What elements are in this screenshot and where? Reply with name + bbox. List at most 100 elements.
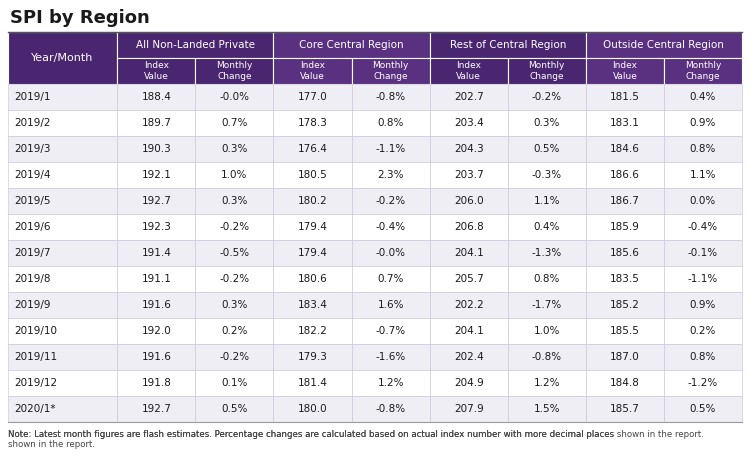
Text: 203.7: 203.7	[454, 170, 484, 180]
Text: Note: Latest month figures are flash estimates. Percentage changes are calculate: Note: Latest month figures are flash est…	[8, 430, 704, 439]
Bar	[430, 188, 508, 214]
Bar	[430, 318, 508, 344]
Bar	[508, 84, 586, 110]
Text: Index
Value: Index Value	[612, 61, 638, 81]
Text: 186.7: 186.7	[610, 196, 640, 206]
Bar	[664, 344, 742, 370]
Text: 2019/1: 2019/1	[14, 92, 50, 102]
Bar	[274, 214, 352, 240]
Text: 0.8%: 0.8%	[377, 118, 404, 128]
Bar	[430, 32, 586, 58]
Bar	[430, 110, 508, 136]
Text: 181.5: 181.5	[610, 92, 640, 102]
Bar	[274, 32, 430, 58]
Text: 192.1: 192.1	[142, 170, 171, 180]
Bar	[508, 344, 586, 370]
Text: 206.8: 206.8	[454, 222, 484, 232]
Text: 179.3: 179.3	[298, 352, 328, 362]
Bar	[117, 162, 196, 188]
Bar	[508, 136, 586, 162]
Text: 183.1: 183.1	[610, 118, 640, 128]
Text: -1.1%: -1.1%	[688, 274, 718, 284]
Bar	[352, 162, 430, 188]
Text: 0.3%: 0.3%	[221, 196, 248, 206]
Text: 183.5: 183.5	[610, 274, 640, 284]
Bar	[196, 188, 274, 214]
Text: -1.1%: -1.1%	[376, 144, 406, 154]
Text: -0.0%: -0.0%	[220, 92, 250, 102]
Text: 1.0%: 1.0%	[533, 326, 560, 336]
Bar	[196, 110, 274, 136]
Text: 192.3: 192.3	[142, 222, 171, 232]
Bar	[664, 214, 742, 240]
Text: 205.7: 205.7	[454, 274, 484, 284]
Bar	[352, 110, 430, 136]
Text: 0.7%: 0.7%	[377, 274, 404, 284]
Bar	[352, 84, 430, 110]
Bar	[352, 214, 430, 240]
Text: 1.2%: 1.2%	[377, 378, 404, 388]
Text: 177.0: 177.0	[298, 92, 328, 102]
Bar	[508, 318, 586, 344]
Bar	[117, 32, 274, 58]
Bar	[274, 110, 352, 136]
Bar	[586, 396, 664, 422]
Bar	[8, 396, 117, 422]
Bar	[8, 240, 117, 266]
Bar	[586, 214, 664, 240]
Bar	[352, 344, 430, 370]
Text: 183.4: 183.4	[298, 300, 328, 310]
Bar	[274, 58, 352, 84]
Bar	[8, 266, 117, 292]
Bar	[117, 370, 196, 396]
Text: 202.7: 202.7	[454, 92, 484, 102]
Text: 191.6: 191.6	[142, 300, 171, 310]
Bar	[586, 162, 664, 188]
Bar	[664, 84, 742, 110]
Bar	[117, 188, 196, 214]
Bar	[8, 136, 117, 162]
Bar	[274, 292, 352, 318]
Text: 0.8%: 0.8%	[690, 144, 716, 154]
Text: 2019/10: 2019/10	[14, 326, 57, 336]
Bar	[8, 84, 117, 110]
Text: 180.0: 180.0	[298, 404, 327, 414]
Text: 0.3%: 0.3%	[533, 118, 560, 128]
Bar	[664, 370, 742, 396]
Text: 1.1%: 1.1%	[690, 170, 716, 180]
Text: All Non-Landed Private: All Non-Landed Private	[136, 40, 255, 50]
Text: 0.5%: 0.5%	[221, 404, 248, 414]
Text: 179.4: 179.4	[298, 222, 328, 232]
Bar	[196, 318, 274, 344]
Bar	[352, 58, 430, 84]
Text: SPI by Region: SPI by Region	[10, 9, 150, 27]
Text: 184.6: 184.6	[610, 144, 640, 154]
Bar	[8, 110, 117, 136]
Text: 185.2: 185.2	[610, 300, 640, 310]
Text: 1.0%: 1.0%	[221, 170, 248, 180]
Text: -0.8%: -0.8%	[376, 404, 406, 414]
Text: -0.4%: -0.4%	[376, 222, 406, 232]
Text: -0.8%: -0.8%	[532, 352, 562, 362]
Text: 0.2%: 0.2%	[690, 326, 716, 336]
Bar	[8, 188, 117, 214]
Text: 2019/4: 2019/4	[14, 170, 50, 180]
Bar	[117, 110, 196, 136]
Text: 0.4%: 0.4%	[690, 92, 716, 102]
Bar	[430, 266, 508, 292]
Bar	[8, 344, 117, 370]
Bar	[664, 318, 742, 344]
Text: 0.9%: 0.9%	[690, 300, 716, 310]
Bar	[117, 396, 196, 422]
Text: 1.5%: 1.5%	[533, 404, 560, 414]
Text: 0.5%: 0.5%	[690, 404, 716, 414]
Text: Index
Value: Index Value	[456, 61, 482, 81]
Text: 0.4%: 0.4%	[533, 222, 560, 232]
Text: 182.2: 182.2	[298, 326, 328, 336]
Text: 180.5: 180.5	[298, 170, 328, 180]
Bar	[664, 240, 742, 266]
Bar	[274, 84, 352, 110]
Text: 178.3: 178.3	[298, 118, 328, 128]
Bar	[274, 344, 352, 370]
Bar	[508, 396, 586, 422]
